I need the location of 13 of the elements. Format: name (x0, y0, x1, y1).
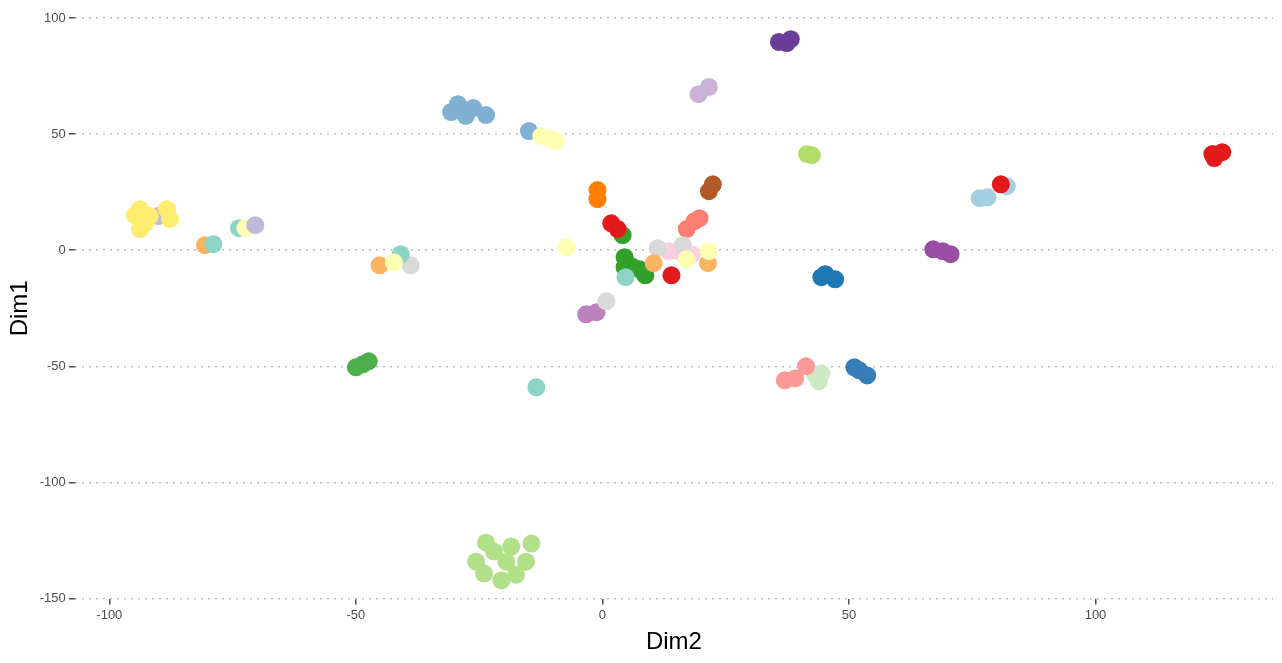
x-tick-label: 0 (598, 606, 607, 622)
x-axis-title: Dim2 (645, 627, 702, 655)
y-tick-label: -50 (47, 357, 66, 373)
y-tick-label: 100 (44, 9, 66, 25)
y-tick-label: -100 (39, 474, 66, 490)
y-tick-label: 50 (51, 125, 66, 141)
x-tick-label: 100 (1084, 606, 1107, 622)
y-tick-label: -150 (39, 590, 66, 606)
x-tick-label: 50 (841, 606, 857, 622)
y-tick-label: 0 (58, 241, 66, 257)
y-axis-title: Dim1 (5, 280, 33, 337)
x-tick-label: -100 (96, 606, 123, 622)
x-tick-label: -50 (346, 606, 366, 622)
